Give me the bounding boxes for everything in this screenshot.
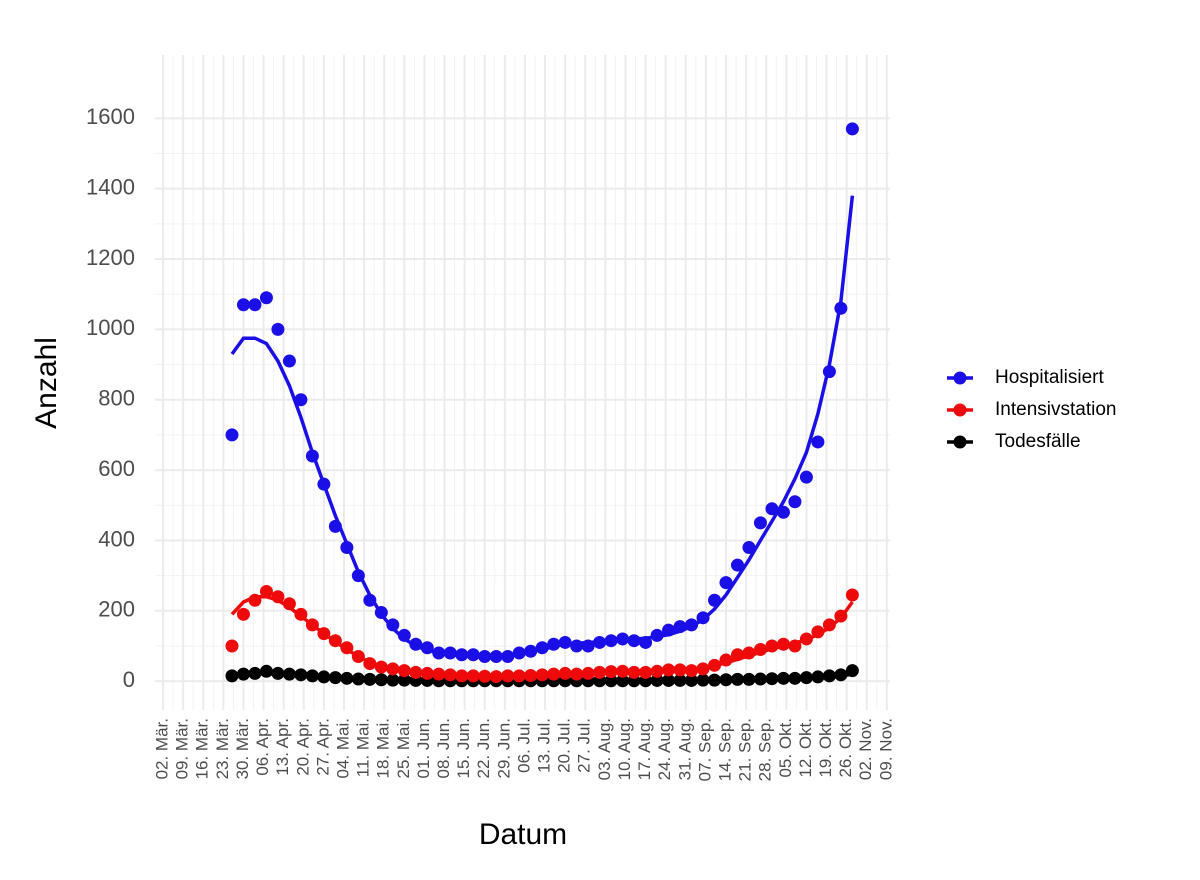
data-point	[236, 607, 250, 621]
x-tick-label: 23. Mär.	[213, 718, 232, 779]
x-tick-label: 07. Sep.	[695, 718, 714, 781]
x-tick-label: 20. Apr.	[293, 718, 312, 776]
x-tick-label: 13. Jul.	[535, 718, 554, 773]
data-point	[397, 628, 411, 642]
data-point	[386, 618, 400, 632]
x-tick-label: 20. Jul.	[555, 718, 574, 773]
y-tick-label: 200	[98, 597, 135, 622]
legend-label: Hospitalisiert	[995, 367, 1104, 388]
data-point	[236, 298, 250, 312]
x-tick-label: 19. Okt.	[816, 718, 835, 778]
data-point	[799, 470, 813, 484]
y-tick-label: 0	[123, 667, 135, 692]
x-tick-label: 27. Apr.	[313, 718, 332, 776]
x-tick-label: 02. Mär.	[153, 718, 172, 779]
data-point	[225, 428, 239, 442]
x-tick-label: 17. Aug.	[635, 718, 654, 780]
data-point	[788, 495, 802, 509]
data-point	[811, 435, 825, 449]
x-tick-label: 22. Jun.	[474, 718, 493, 779]
trend-line	[230, 195, 855, 659]
x-tick-label: 15. Jun.	[454, 718, 473, 779]
x-tick-label: 25. Mai.	[394, 718, 413, 778]
legend-label: Todesfälle	[995, 431, 1081, 452]
y-tick-label: 600	[98, 456, 135, 481]
x-tick-label: 03. Aug.	[595, 718, 614, 780]
x-tick-label: 01. Jun.	[414, 718, 433, 779]
x-tick-label: 14. Sep.	[715, 718, 734, 781]
x-tick-label: 11. Mai.	[354, 718, 373, 777]
data-point	[845, 122, 859, 136]
x-tick-label: 10. Aug.	[615, 718, 634, 780]
y-tick-label: 800	[98, 386, 135, 411]
x-tick-label: 16. Mär.	[193, 718, 212, 779]
legend: Hospitalisiert Intensivstation Todesfälle	[947, 367, 1116, 452]
data-point	[719, 576, 733, 590]
x-tick-label: 09. Nov.	[876, 718, 895, 780]
x-tick-label: 27. Jul.	[575, 718, 594, 773]
data-point	[753, 516, 767, 530]
data-point	[259, 584, 273, 598]
x-tick-label: 09. Mär.	[173, 718, 192, 779]
y-tick-label: 1400	[86, 174, 135, 199]
data-point	[282, 354, 296, 368]
data-point	[845, 588, 859, 602]
x-tick-label: 28. Sep.	[756, 718, 775, 781]
y-axis-title: Anzahl	[30, 337, 63, 429]
x-tick-label: 31. Aug.	[675, 718, 694, 780]
x-tick-label: 02. Nov.	[856, 718, 875, 780]
legend-marker	[953, 435, 967, 449]
x-tick-label: 06. Apr.	[253, 718, 272, 776]
data-point	[225, 639, 239, 653]
x-tick-label: 12. Okt.	[796, 718, 815, 778]
plot	[225, 122, 859, 688]
x-tick-label: 24. Aug.	[655, 718, 674, 780]
data-point	[248, 298, 262, 312]
data-point	[765, 502, 779, 516]
x-tick-label: 05. Okt.	[776, 718, 795, 778]
trend-line	[230, 594, 854, 678]
data-point	[294, 393, 308, 407]
x-tick-label: 30. Mär.	[233, 718, 252, 779]
x-tick-label: 26. Okt.	[836, 718, 855, 778]
y-tick-label: 1600	[86, 104, 135, 129]
data-point	[259, 291, 273, 305]
legend-marker	[953, 371, 967, 385]
data-point	[271, 322, 285, 336]
x-tick-label: 08. Jun.	[434, 718, 453, 779]
x-tick-label: 29. Jun.	[494, 718, 513, 779]
legend-marker	[953, 403, 967, 417]
data-point	[259, 664, 273, 678]
y-tick-label: 1200	[86, 245, 135, 270]
x-tick-label: 18. Mai.	[374, 718, 393, 778]
data-point	[730, 558, 744, 572]
x-tick-label: 06. Jul.	[514, 718, 533, 773]
x-tick-label: 04. Mai.	[333, 718, 352, 778]
y-tick-label: 1000	[86, 315, 135, 340]
legend-label: Intensivstation	[995, 399, 1116, 420]
y-tick-label: 400	[98, 526, 135, 551]
x-tick-label: 21. Sep.	[736, 718, 755, 781]
x-axis-title: Datum	[479, 818, 567, 851]
x-tick-label: 13. Apr.	[273, 718, 292, 776]
data-point	[742, 540, 756, 554]
